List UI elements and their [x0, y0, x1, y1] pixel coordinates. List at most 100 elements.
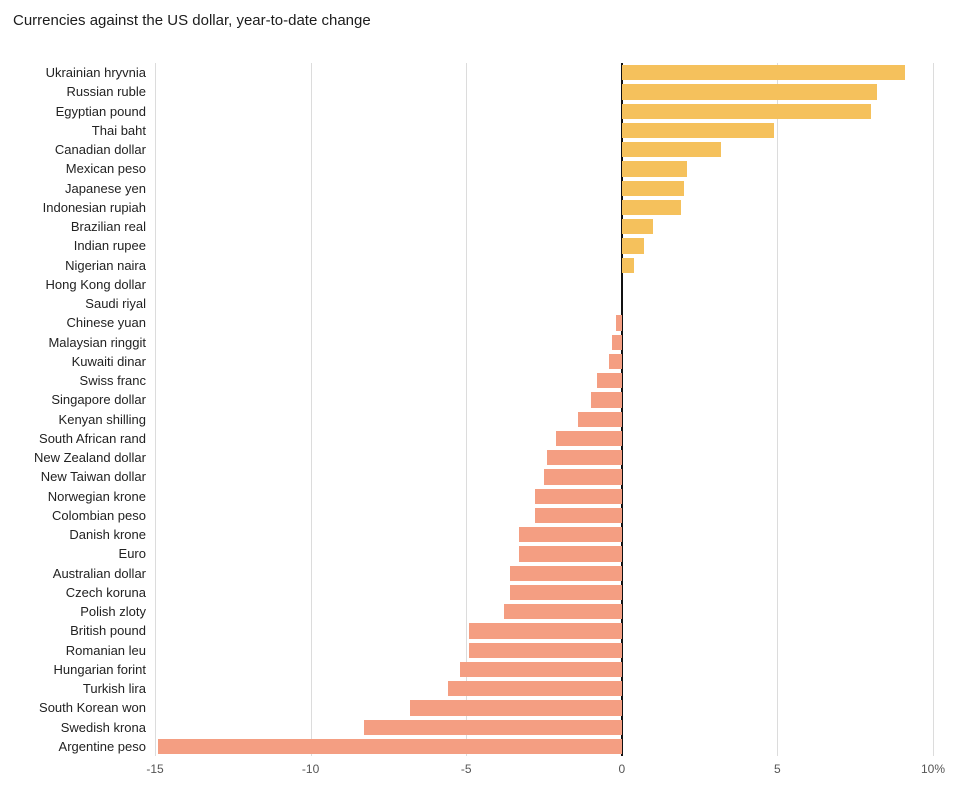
bar-track: [155, 737, 933, 756]
chart-row: Argentine peso: [0, 737, 965, 756]
bar-track: [155, 621, 933, 640]
bar-track: [155, 602, 933, 621]
chart-row: Malaysian ringgit: [0, 333, 965, 352]
chart-row: Ukrainian hryvnia: [0, 63, 965, 82]
category-label: Russian ruble: [66, 84, 147, 100]
negative-bar: [612, 334, 622, 350]
chart-row: Canadian dollar: [0, 140, 965, 159]
x-tick-label: -5: [460, 762, 472, 776]
bar-track: [155, 487, 933, 506]
gridline: [777, 63, 779, 756]
category-label: Romanian leu: [65, 642, 146, 658]
category-label: Nigerian naira: [65, 257, 146, 273]
bar-track: [155, 544, 933, 563]
negative-bar: [534, 488, 622, 504]
category-label: Czech koruna: [65, 584, 146, 600]
bar-track: [155, 82, 933, 101]
category-label: Ukrainian hryvnia: [45, 65, 146, 80]
zero-line: [620, 63, 623, 756]
chart-row: South Korean won: [0, 698, 965, 717]
x-tick-label: 10%: [920, 762, 946, 776]
negative-bar: [590, 392, 622, 408]
bar-track: [155, 217, 933, 236]
category-label: Polish zloty: [80, 604, 146, 619]
chart-row: New Zealand dollar: [0, 448, 965, 467]
category-label: Brazilian real: [70, 219, 146, 234]
category-label: Euro: [118, 546, 146, 562]
positive-bar: [621, 238, 644, 254]
negative-bar: [459, 661, 622, 677]
bar-track: [155, 718, 933, 737]
negative-bar: [503, 604, 622, 620]
chart-row: Hong Kong dollar: [0, 275, 965, 294]
category-label: Japanese yen: [65, 180, 146, 196]
negative-bar: [469, 623, 622, 639]
category-label: Hong Kong dollar: [45, 276, 146, 292]
chart-rows: Ukrainian hryvnia Russian ruble Egyptian p…: [0, 63, 965, 756]
bar-track: [155, 429, 933, 448]
category-label: Chinese yuan: [66, 315, 147, 331]
chart-row: Indian rupee: [0, 236, 965, 255]
category-label: Australian dollar: [52, 565, 146, 581]
category-label: New Zealand dollar: [33, 450, 146, 465]
bar-track: [155, 467, 933, 486]
positive-bar: [621, 122, 775, 138]
bar-track: [155, 641, 933, 660]
bar-track: [155, 660, 933, 679]
chart-row: Danish krone: [0, 525, 965, 544]
chart-row: Euro: [0, 544, 965, 563]
chart-row: Brazilian real: [0, 217, 965, 236]
positive-bar: [621, 65, 905, 81]
category-label: Hungarian forint: [53, 661, 147, 677]
chart-row: Polish zloty: [0, 602, 965, 621]
negative-bar: [410, 700, 622, 716]
negative-bar: [469, 642, 622, 658]
category-label: British pound: [70, 623, 146, 639]
chart-title: Currencies against the US dollar, year-t…: [13, 12, 371, 29]
chart-row: Indonesian rupiah: [0, 198, 965, 217]
category-label: Mexican peso: [65, 161, 146, 177]
category-label: Singapore dollar: [51, 392, 146, 408]
bar-track: [155, 390, 933, 409]
bar-track: [155, 140, 933, 159]
negative-bar: [519, 527, 622, 543]
grid-layer: [155, 63, 934, 756]
bar-track: [155, 448, 933, 467]
category-label: South African rand: [39, 430, 146, 446]
bar-track: [155, 198, 933, 217]
gridline: [310, 63, 312, 756]
chart-row: Norwegian krone: [0, 487, 965, 506]
x-tick-label: -10: [301, 762, 320, 776]
chart-row: Chinese yuan: [0, 313, 965, 332]
bar-track: [155, 352, 933, 371]
chart-row: British pound: [0, 621, 965, 640]
chart-row: Japanese yen: [0, 179, 965, 198]
category-label: Swiss franc: [79, 373, 146, 388]
negative-bar: [158, 738, 622, 754]
negative-bar: [363, 719, 622, 735]
negative-bar: [615, 315, 622, 331]
negative-bar: [534, 507, 622, 523]
negative-bar: [578, 411, 622, 427]
positive-bar: [621, 180, 685, 196]
chart-row: Turkish lira: [0, 679, 965, 698]
bar-track: [155, 371, 933, 390]
chart-row: Thai baht: [0, 121, 965, 140]
x-axis: -15 -10 -5 0 5 10%: [146, 762, 945, 780]
positive-bar: [621, 84, 877, 100]
positive-bar: [621, 199, 681, 215]
category-label: Indian rupee: [73, 238, 146, 254]
bar-track: [155, 294, 933, 313]
category-label: Kuwaiti dinar: [71, 353, 146, 369]
bar-track: [155, 159, 933, 178]
negative-bar: [519, 546, 622, 562]
chart-row: Czech koruna: [0, 583, 965, 602]
x-tick-label: -15: [146, 762, 164, 776]
category-label: Canadian dollar: [54, 142, 146, 157]
chart-row: Colombian peso: [0, 506, 965, 525]
bar-track: [155, 63, 933, 82]
bar-track: [155, 698, 933, 717]
positive-bar: [621, 161, 688, 177]
category-label: Colombian peso: [52, 507, 146, 523]
chart-row: Saudi riyal: [0, 294, 965, 313]
